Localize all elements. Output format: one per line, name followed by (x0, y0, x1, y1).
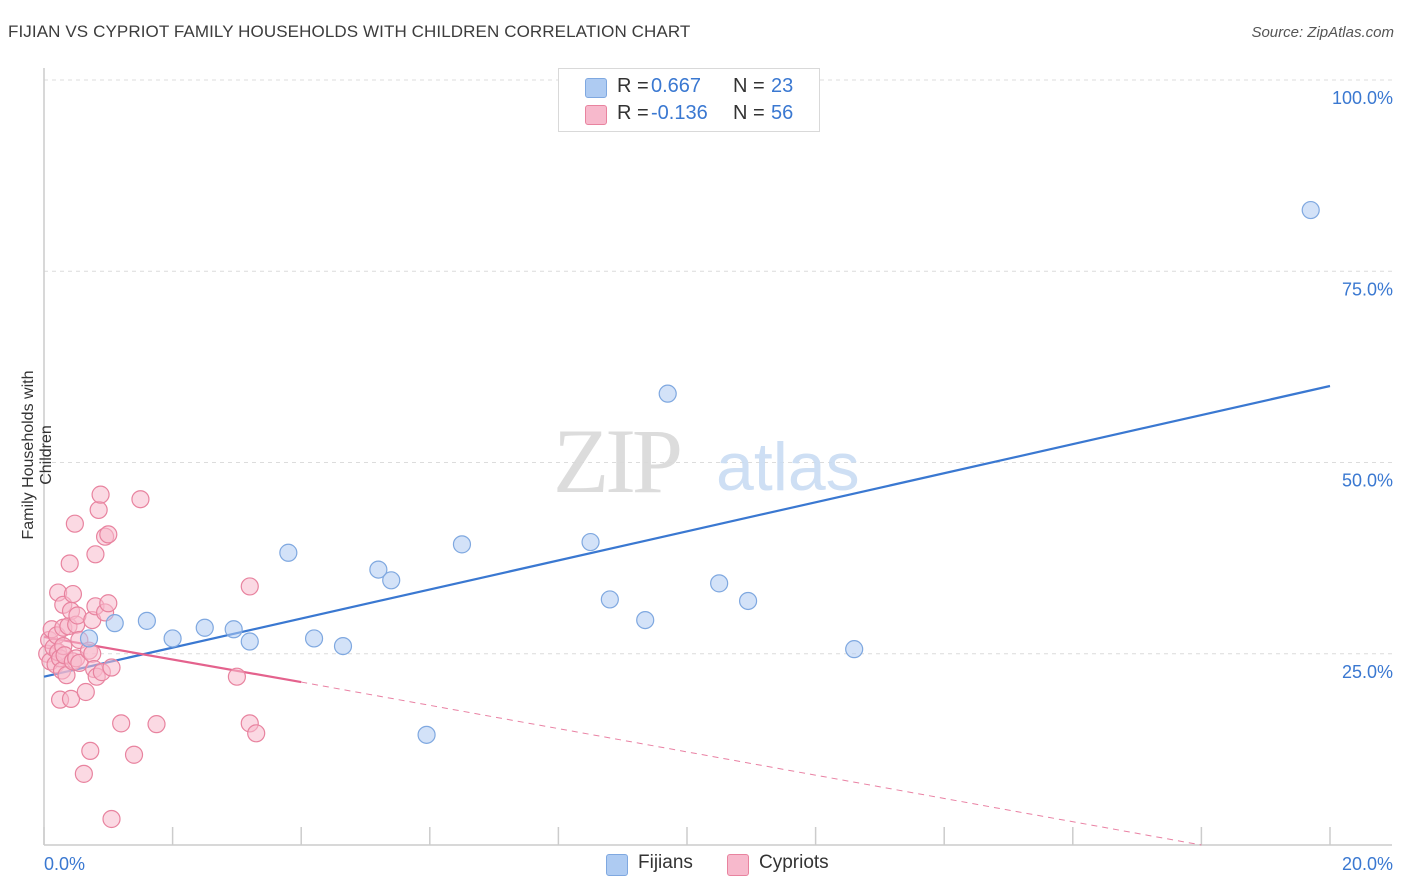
chart-source: Source: ZipAtlas.com (1251, 24, 1394, 41)
n-value: 56 (771, 102, 794, 124)
r-value: 0.667 (651, 75, 702, 97)
data-point-cypriots (81, 741, 100, 761)
data-point-fijians (137, 611, 156, 630)
data-point-cypriots (240, 577, 259, 596)
data-point-fijians (304, 629, 324, 648)
data-point-cypriots (99, 594, 118, 613)
trend-lines (43, 384, 1331, 846)
data-point-cypriots (99, 525, 118, 544)
data-point-fijians (333, 636, 353, 656)
legend-swatch-fijians (606, 854, 628, 876)
watermark: ZIP atlas (553, 410, 860, 512)
legend-label-fijians: Fijians (638, 852, 693, 873)
data-point-fijians (279, 543, 298, 562)
data-point-cypriots (60, 554, 79, 573)
data-point-cypriots (61, 689, 81, 708)
data-point-fijians (845, 640, 864, 659)
cypriots-swatch (585, 105, 607, 125)
y-axis-title: Family Households with Children (20, 370, 55, 540)
r-label: R = (617, 102, 649, 124)
data-point-fijians (600, 590, 619, 609)
x-tick-label-min: 0.0% (44, 854, 85, 874)
data-point-cypriots (227, 667, 246, 686)
data-point-fijians (105, 614, 124, 633)
data-point-cypriots (247, 724, 266, 743)
fijians-swatch (585, 78, 607, 98)
data-point-fijians (658, 384, 677, 403)
data-point-fijians (710, 574, 729, 593)
trend-line-extension-cypriots (301, 681, 1202, 846)
y-tick-label: 25.0% (1342, 662, 1393, 682)
chart-title: FIJIAN VS CYPRIOT FAMILY HOUSEHOLDS WITH… (8, 22, 691, 41)
watermark-atlas: atlas (716, 429, 860, 505)
trend-line-fijians (43, 384, 1331, 678)
y-tick-label: 50.0% (1342, 471, 1393, 491)
legend-label-cypriots: Cypriots (759, 852, 829, 873)
data-point-cypriots (91, 485, 110, 504)
data-point-cypriots (74, 764, 93, 783)
data-point-cypriots (65, 514, 84, 533)
data-point-cypriots (86, 545, 105, 564)
data-point-fijians (417, 725, 436, 744)
data-point-cypriots (131, 490, 150, 509)
y-tick-label: 100.0% (1332, 88, 1393, 108)
data-point-cypriots (76, 682, 95, 702)
data-point-fijians (163, 629, 182, 648)
n-value: 23 (771, 75, 794, 97)
data-point-fijians (452, 535, 472, 554)
data-point-fijians (1301, 200, 1320, 220)
data-point-fijians (581, 532, 600, 552)
data-point-cypriots (63, 584, 83, 604)
data-point-fijians (382, 571, 401, 590)
axes (43, 68, 1392, 846)
data-point-cypriots (124, 745, 144, 764)
tick-labels: 100.0% 75.0% 50.0% 25.0% 0.0% 20.0% (44, 88, 1393, 874)
data-point-fijians (738, 591, 758, 611)
r-label: R = (617, 75, 649, 97)
data-point-fijians (636, 610, 655, 630)
data-point-cypriots (102, 658, 121, 677)
correlation-stats-box: R = 0.667 N = 23 R = -0.136 N = 56 (558, 68, 820, 132)
n-label: N = (733, 102, 765, 124)
data-point-cypriots (89, 500, 108, 520)
r-value: -0.136 (651, 102, 708, 124)
data-point-fijians (224, 620, 243, 639)
n-label: N = (733, 75, 765, 97)
data-point-fijians (79, 629, 99, 648)
data-points (38, 200, 1320, 829)
y-tick-label: 75.0% (1342, 279, 1393, 299)
watermark-zip: ZIP (553, 410, 680, 512)
data-point-fijians (369, 560, 388, 579)
data-point-cypriots (147, 715, 166, 734)
grid-lines (44, 79, 1392, 655)
data-point-cypriots (102, 809, 121, 829)
data-point-cypriots (83, 644, 102, 663)
data-point-fijians (240, 632, 259, 651)
data-point-cypriots (112, 714, 131, 733)
data-point-fijians (195, 618, 214, 637)
x-tick-label-max: 20.0% (1342, 854, 1393, 874)
legend-swatch-cypriots (727, 854, 749, 876)
